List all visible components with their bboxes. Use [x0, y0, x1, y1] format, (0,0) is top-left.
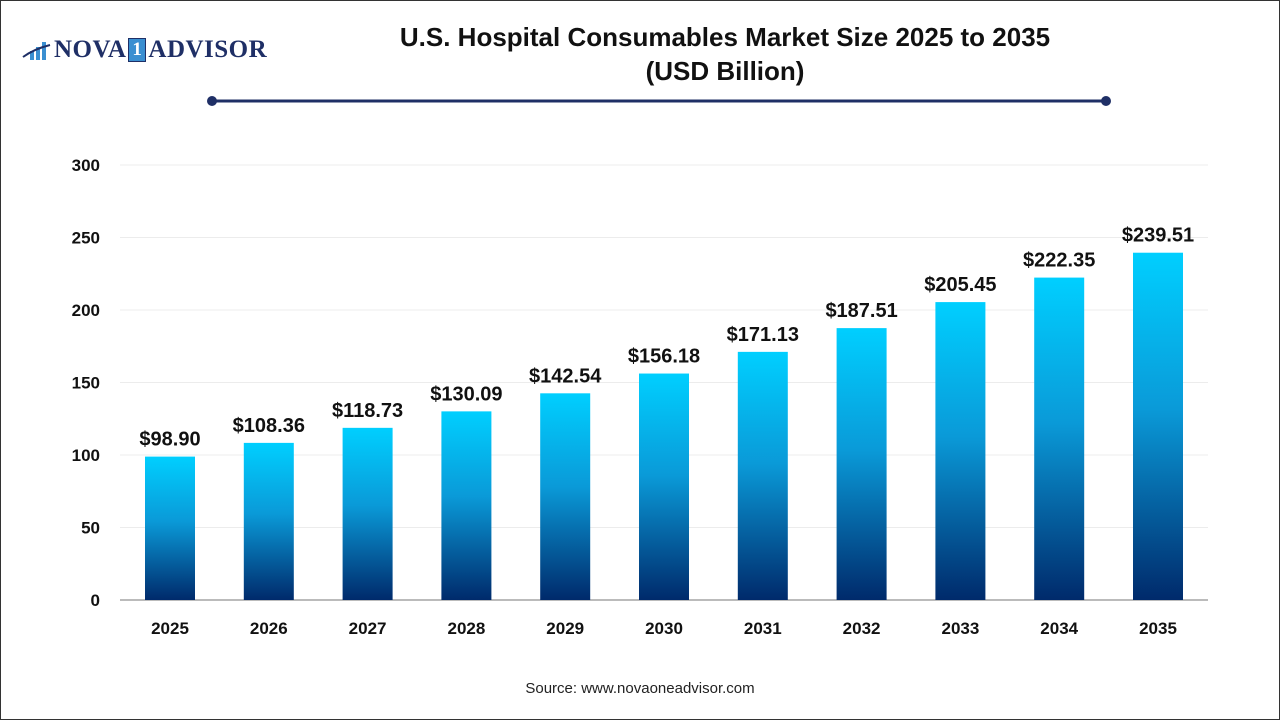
chart-title-line2: (USD Billion) [645, 56, 805, 86]
bar-2026 [243, 442, 294, 600]
bar-2031 [737, 351, 788, 600]
bar-2034 [1034, 277, 1085, 600]
data-label: $205.45 [924, 274, 996, 296]
chart-title-line1: U.S. Hospital Consumables Market Size 20… [399, 22, 1051, 52]
bar-2032 [836, 328, 887, 600]
y-tick-label: 0 [91, 591, 100, 610]
bar-2033 [935, 302, 986, 600]
bar-2025 [145, 456, 195, 600]
x-tick-label: 2031 [744, 619, 782, 638]
bar-2029 [540, 393, 591, 600]
x-tick-label: 2028 [447, 619, 485, 638]
data-label: $118.73 [332, 400, 403, 422]
title-rule-dot-left [207, 96, 217, 106]
data-label: $187.51 [825, 300, 897, 322]
x-tick-label: 2032 [843, 619, 881, 638]
logo-bars-icon [22, 42, 51, 60]
data-label: $108.36 [233, 415, 305, 437]
bar-2030 [639, 373, 689, 600]
x-tick-label: 2027 [349, 619, 387, 638]
bar-2028 [441, 411, 492, 600]
y-tick-label: 300 [72, 156, 100, 175]
data-label: $156.18 [628, 346, 700, 368]
data-label: $142.54 [529, 365, 602, 387]
logo: NOVA 1 ADVISOR [22, 36, 267, 64]
chart-title: U.S. Hospital Consumables Market Size 20… [300, 20, 1150, 88]
y-tick-label: 150 [72, 374, 100, 393]
x-tick-label: 2034 [1040, 619, 1078, 638]
source-note: Source: www.novaoneadvisor.com [525, 680, 755, 697]
x-tick-label: 2035 [1139, 619, 1177, 638]
logo-text-right: ADVISOR [148, 36, 268, 63]
y-tick-label: 50 [81, 519, 100, 538]
data-label: $171.13 [727, 324, 799, 346]
y-tick-label: 200 [72, 301, 100, 320]
data-label: $222.35 [1023, 250, 1095, 272]
x-tick-label: 2026 [250, 619, 288, 638]
x-tick-label: 2025 [151, 619, 189, 638]
data-label: $130.09 [430, 383, 502, 405]
x-tick-label: 2033 [941, 619, 979, 638]
logo-text-left: NOVA [54, 36, 127, 63]
data-label: $239.51 [1122, 225, 1194, 247]
bar-2035 [1133, 252, 1183, 600]
logo-digit: 1 [128, 38, 147, 62]
bar-2027 [342, 427, 393, 600]
x-tick-label: 2029 [546, 619, 584, 638]
data-label: $98.90 [139, 429, 200, 451]
title-rule-dot-right [1101, 96, 1111, 106]
y-tick-label: 250 [72, 229, 100, 248]
y-tick-label: 100 [72, 446, 100, 465]
x-tick-label: 2030 [645, 619, 683, 638]
